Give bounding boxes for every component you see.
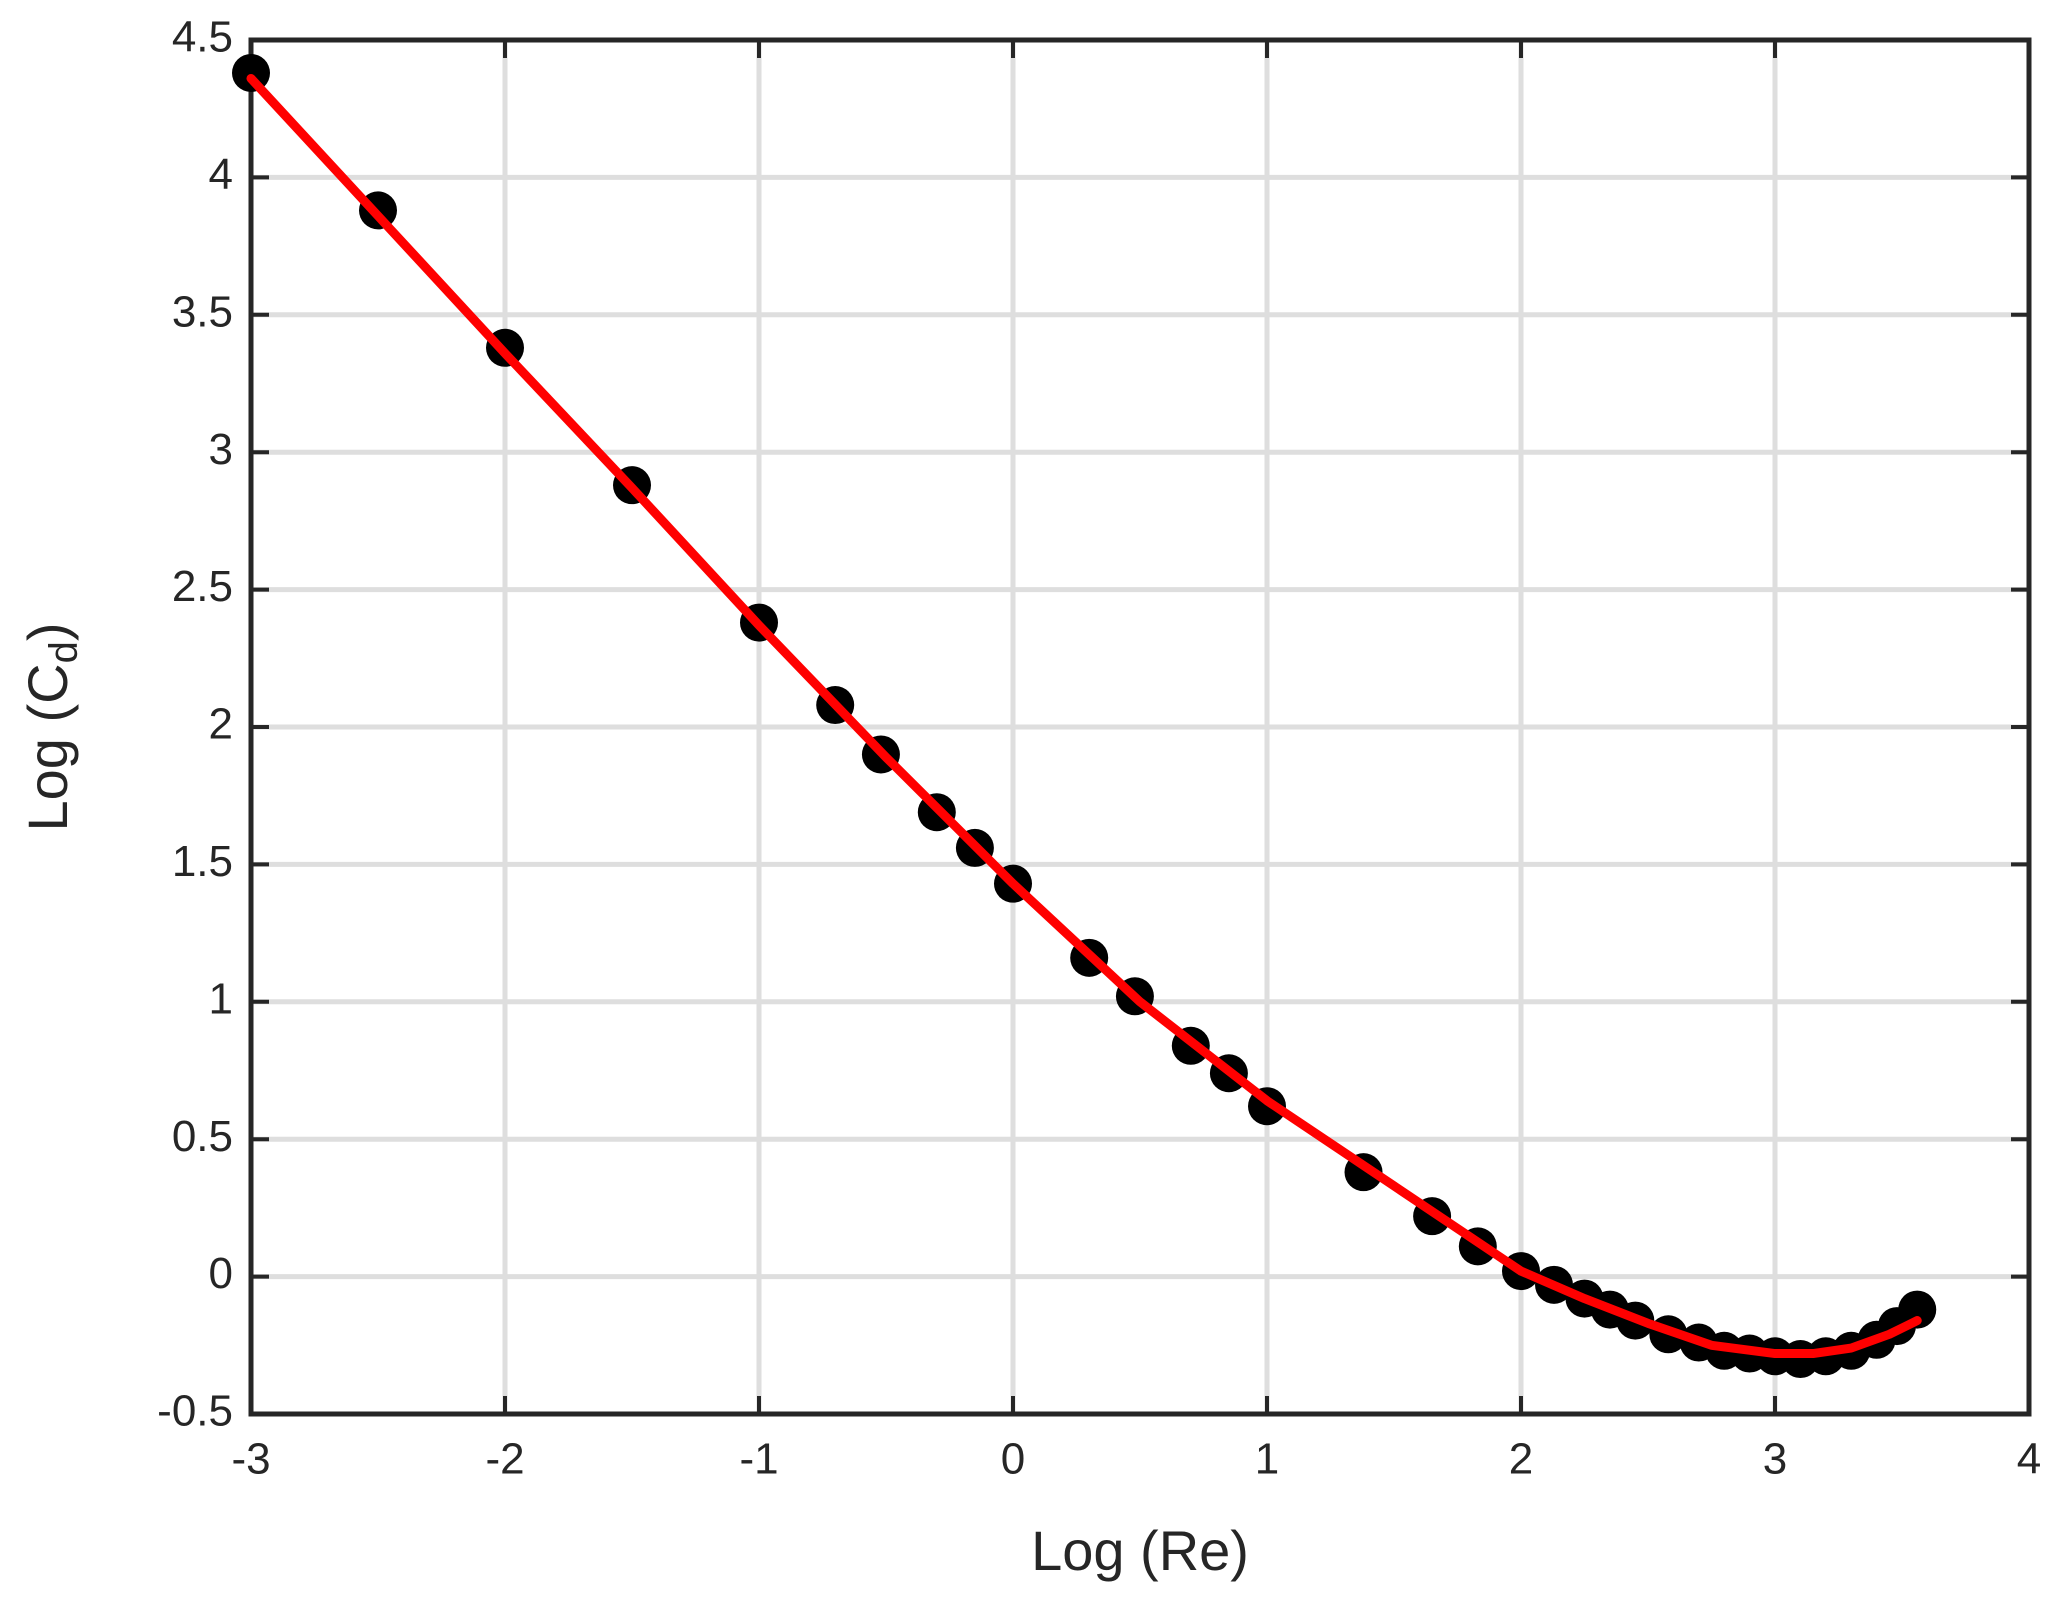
y-label-sub: d bbox=[42, 641, 86, 663]
y-tick-label: 1 bbox=[209, 974, 233, 1023]
y-tick-label: 4 bbox=[209, 150, 233, 199]
y-tick-label: 2.5 bbox=[172, 562, 233, 611]
plot-frame bbox=[248, 37, 2032, 1417]
y-tick-label: 3.5 bbox=[172, 287, 233, 336]
x-tick-label: -2 bbox=[485, 1435, 524, 1484]
fit-line bbox=[246, 73, 1922, 1359]
y-tick-label: 3 bbox=[209, 425, 233, 474]
y-tick-label: 0 bbox=[209, 1249, 233, 1298]
y-tick-label: 2 bbox=[209, 700, 233, 749]
y-tick-label: -0.5 bbox=[157, 1387, 233, 1436]
x-tick-label: -1 bbox=[739, 1435, 778, 1484]
data-point bbox=[1898, 1290, 1937, 1329]
x-tick-label: 4 bbox=[2017, 1435, 2041, 1484]
x-tick-label: -3 bbox=[231, 1435, 270, 1484]
x-tick-label: 3 bbox=[1763, 1435, 1787, 1484]
x-tick-label: 2 bbox=[1509, 1435, 1533, 1484]
y-tick-label: 4.5 bbox=[172, 13, 233, 62]
x-tick-label: 0 bbox=[1001, 1435, 1025, 1484]
y-tick-label: 0.5 bbox=[172, 1112, 233, 1161]
x-axis-label: Log (Re) bbox=[1031, 1519, 1249, 1582]
y-label-main: Log (C bbox=[16, 663, 79, 831]
y-tick-label: 1.5 bbox=[172, 837, 233, 886]
y-axis-label: Log (Cd) bbox=[16, 623, 86, 832]
x-tick-label: 1 bbox=[1255, 1435, 1279, 1484]
y-label-end: ) bbox=[16, 623, 79, 642]
